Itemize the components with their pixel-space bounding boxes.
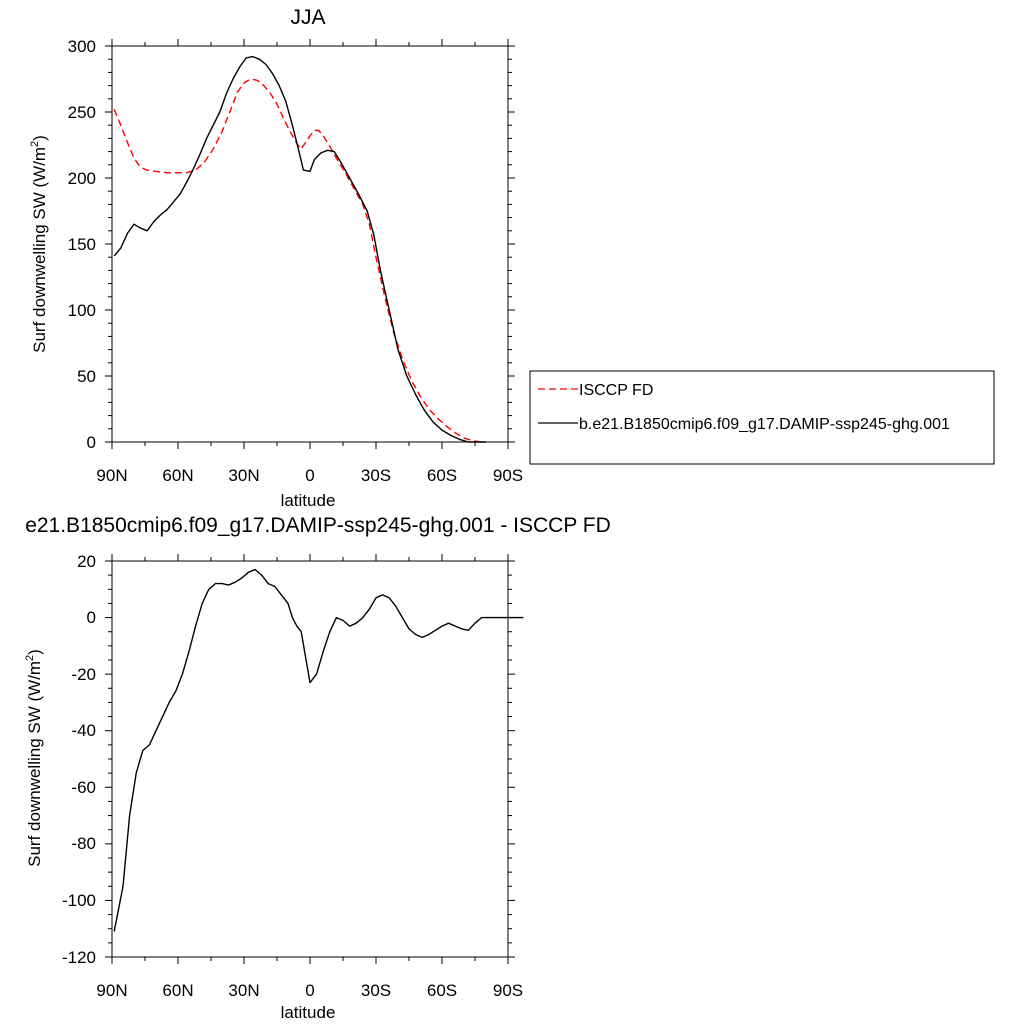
- top-minor-ticks: [108, 42, 512, 446]
- bottom-y-tick-labels: 20 0 -20 -40 -60 -80 -100 -120: [62, 552, 96, 967]
- top-y-tick-label: 250: [68, 103, 96, 122]
- bottom-chart-title: e21.B1850cmip6.f09_g17.DAMIP-ssp245-ghg.…: [25, 514, 611, 537]
- top-series-group: [113, 55, 486, 443]
- bottom-x-tick-label: 90N: [96, 981, 127, 1000]
- top-y-tick-label: 200: [68, 169, 96, 188]
- bottom-x-tick-labels: 90N 60N 30N 0 30S 60S 90S: [96, 981, 523, 1000]
- legend-box: [529, 370, 995, 465]
- top-chart-title: JJA: [290, 6, 325, 29]
- top-major-ticks: [105, 39, 515, 449]
- top-y-tick-label: 50: [77, 367, 96, 386]
- top-x-tick-labels: 90N 60N 30N 0 30S 60S 90S: [96, 466, 523, 485]
- bottom-y-axis-label: Surf downwelling SW (W/m2): [24, 649, 44, 867]
- top-series-line-0: [113, 78, 486, 443]
- bottom-x-tick-label: 30N: [228, 981, 259, 1000]
- bottom-major-ticks: [105, 554, 515, 964]
- bottom-series-group: [113, 568, 524, 932]
- bottom-plot-area: [105, 554, 524, 964]
- top-series-line-1: [113, 55, 486, 443]
- top-plot-area: [105, 39, 515, 449]
- bottom-x-tick-label: 60N: [162, 981, 193, 1000]
- bottom-x-axis-label: latitude: [281, 1003, 336, 1022]
- top-x-tick-label: 60N: [162, 466, 193, 485]
- bottom-y-tick-label: -100: [62, 891, 96, 910]
- legend: ISCCP FD b.e21.B1850cmip6.f09_g17.DAMIP-…: [529, 370, 995, 465]
- bottom-x-tick-label: 60S: [427, 981, 457, 1000]
- bottom-y-tick-label: -20: [71, 665, 96, 684]
- bottom-x-tick-label: 30S: [361, 981, 391, 1000]
- top-x-tick-label: 30N: [228, 466, 259, 485]
- bottom-minor-ticks: [108, 557, 512, 961]
- top-y-tick-label: 300: [68, 37, 96, 56]
- bottom-y-tick-label: -60: [71, 778, 96, 797]
- top-x-tick-label: 30S: [361, 466, 391, 485]
- top-y-tick-labels: 0 50 100 150 200 250 300: [68, 37, 96, 452]
- bottom-y-tick-label: -120: [62, 948, 96, 967]
- bottom-y-axis-label-superscript: 2: [24, 655, 36, 661]
- legend-label-isccp: ISCCP FD: [579, 382, 653, 399]
- top-y-axis-label: Surf downwelling SW (W/m2): [29, 135, 49, 353]
- bottom-panel: e21.B1850cmip6.f09_g17.DAMIP-ssp245-ghg.…: [24, 514, 611, 1022]
- bot-series-line-0: [113, 568, 524, 932]
- bottom-y-tick-label: 0: [87, 608, 96, 627]
- top-y-tick-label: 100: [68, 301, 96, 320]
- legend-label-model: b.e21.B1850cmip6.f09_g17.DAMIP-ssp245-gh…: [579, 416, 950, 433]
- top-plot-frame: [111, 45, 509, 443]
- top-x-tick-label: 60S: [427, 466, 457, 485]
- top-y-axis-label-main: Surf downwelling SW (W/m: [30, 147, 49, 353]
- bottom-x-tick-label: 0: [305, 981, 314, 1000]
- top-y-tick-label: 150: [68, 235, 96, 254]
- bottom-y-tick-label: 20: [77, 552, 96, 571]
- top-x-axis-label: latitude: [281, 491, 336, 510]
- top-panel: JJA 0 50 100 150 200 250 300 90N 60N 30N…: [29, 6, 995, 510]
- bottom-x-tick-label: 90S: [493, 981, 523, 1000]
- top-y-axis-label-superscript: 2: [29, 141, 41, 147]
- top-y-axis-label-end: ): [30, 135, 49, 141]
- bottom-plot-frame: [111, 560, 509, 958]
- bottom-y-tick-label: -40: [71, 721, 96, 740]
- bottom-y-tick-label: -80: [71, 834, 96, 853]
- bottom-y-axis-label-end: ): [25, 649, 44, 655]
- bottom-y-axis-label-main: Surf downwelling SW (W/m: [25, 661, 44, 867]
- top-x-tick-label: 0: [305, 466, 314, 485]
- top-y-tick-label: 0: [87, 433, 96, 452]
- top-x-tick-label: 90N: [96, 466, 127, 485]
- top-x-tick-label: 90S: [493, 466, 523, 485]
